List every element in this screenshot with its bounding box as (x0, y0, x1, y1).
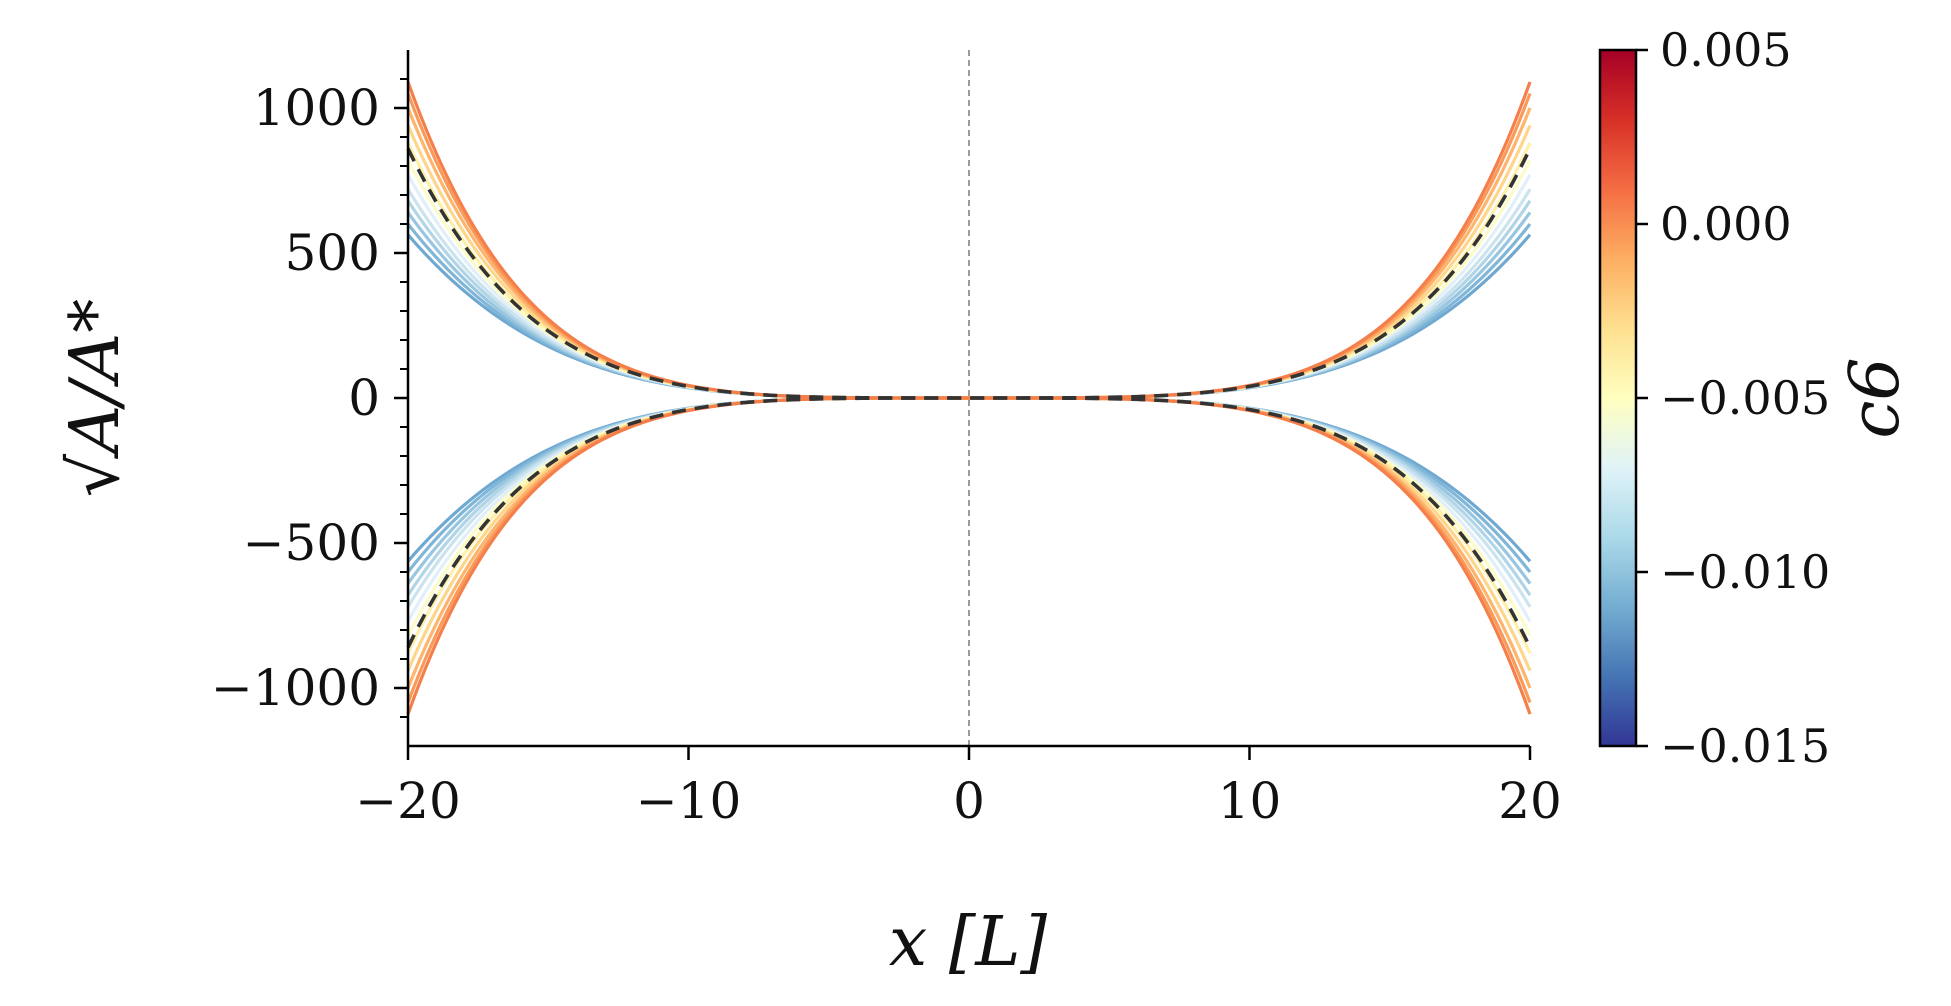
colorbar-tick-label-3: −0.010 (1660, 545, 1830, 599)
reference-curve-lower (406, 396, 1532, 649)
y-tick-label-3: −500 (243, 514, 380, 572)
x-tick-label-0: −20 (355, 772, 461, 830)
colorbar-tick-label-4: −0.015 (1660, 719, 1830, 773)
x-axis-label: x [L] (889, 903, 1048, 982)
colorbar-label: c6 (1836, 357, 1915, 438)
colorbar-ticks: 0.005 0.000 −0.005 −0.010 −0.015 (1636, 23, 1830, 773)
series-layer (406, 81, 1532, 715)
x-tick-label-3: 10 (1218, 772, 1282, 830)
reference-layer (406, 50, 1532, 746)
x-axis-label-text: x [L] (889, 903, 1048, 982)
series-line-11-lower (406, 396, 1532, 715)
colorbar-tick-label-0: 0.005 (1660, 23, 1792, 77)
y-tick-label-2: 0 (348, 369, 380, 427)
colorbar-tick-label-2: −0.005 (1660, 371, 1830, 425)
y-axis-label-text: √A/A* (56, 299, 135, 497)
x-ticks: −20 −10 0 10 20 (355, 746, 1562, 830)
y-tick-label-1: 500 (285, 224, 380, 282)
colorbar-label-text: c6 (1836, 357, 1915, 438)
colorbar (1598, 48, 1638, 748)
y-ticks: 1000 500 0 −500 −1000 (211, 78, 408, 718)
x-tick-label-4: 20 (1498, 772, 1562, 830)
x-tick-label-2: 0 (953, 772, 985, 830)
reference-curve-upper (406, 147, 1532, 400)
y-axis-label: √A/A* (56, 299, 135, 497)
y-tick-label-0: 1000 (253, 79, 380, 137)
colorbar-tick-label-1: 0.000 (1660, 197, 1792, 251)
x-tick-label-1: −10 (636, 772, 742, 830)
y-tick-label-4: −1000 (211, 659, 380, 717)
